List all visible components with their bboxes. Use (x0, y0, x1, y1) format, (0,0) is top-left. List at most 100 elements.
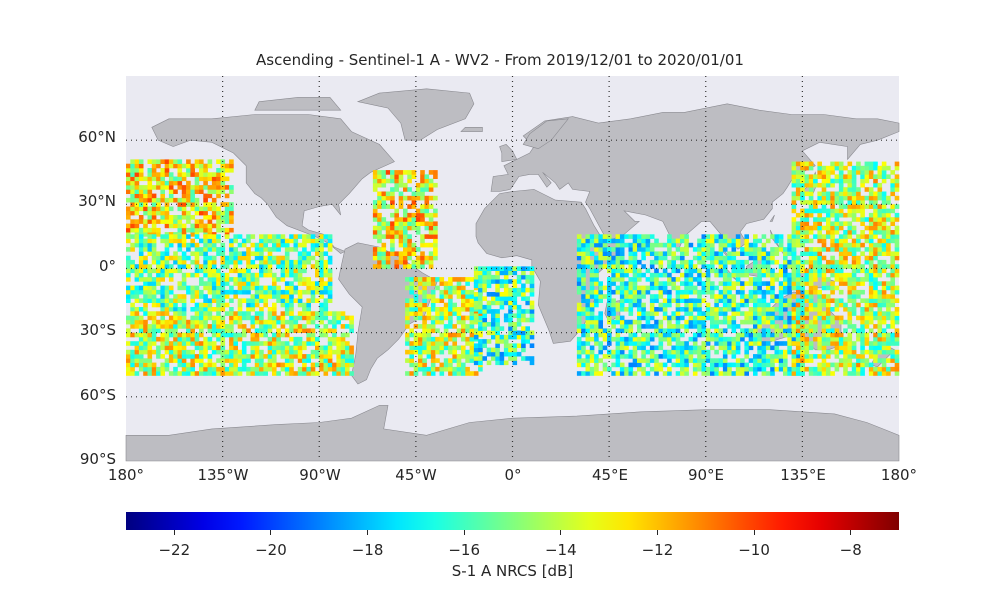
data-cell (873, 311, 878, 316)
data-cell (452, 366, 457, 372)
data-cell (753, 242, 758, 248)
data-cell (160, 234, 165, 239)
data-cell (315, 362, 320, 368)
data-cell (297, 259, 303, 265)
data-cell (632, 336, 638, 342)
data-cell (448, 324, 453, 329)
data-cell (856, 302, 861, 308)
data-cell (486, 339, 492, 344)
data-cell (826, 336, 831, 342)
data-cell (229, 242, 234, 248)
data-cell (680, 366, 685, 372)
data-cell (302, 341, 307, 346)
data-cell (658, 259, 664, 265)
data-cell (381, 234, 387, 239)
data-cell (385, 264, 391, 269)
data-cell (250, 336, 256, 342)
data-cell (804, 234, 810, 239)
data-cell (830, 247, 835, 252)
data-cell (619, 307, 625, 312)
data-cell (808, 161, 814, 167)
data-cell (465, 289, 470, 295)
data-cell (795, 187, 801, 192)
data-cell (254, 345, 260, 351)
data-cell (143, 366, 148, 372)
data-cell (297, 311, 303, 316)
data-cell (398, 251, 404, 256)
data-cell (821, 281, 827, 286)
data-cell (645, 315, 651, 321)
data-cell (525, 334, 530, 340)
data-cell (684, 247, 689, 252)
data-cell (310, 311, 316, 316)
data-cell (420, 187, 425, 192)
data-cell (757, 307, 762, 312)
data-cell (843, 247, 848, 252)
data-cell (834, 315, 840, 321)
data-cell (589, 264, 595, 269)
data-cell (795, 191, 801, 197)
data-cell (860, 178, 865, 184)
data-cell (267, 238, 273, 244)
data-cell (778, 264, 784, 269)
data-cell (177, 311, 183, 316)
data-cell (428, 217, 434, 222)
data-cell (701, 289, 707, 295)
data-cell (847, 230, 853, 235)
data-cell (194, 285, 200, 291)
data-cell (465, 277, 470, 282)
data-cell (390, 221, 395, 226)
data-cell (894, 366, 900, 372)
data-cell (233, 264, 238, 269)
data-cell (372, 204, 378, 209)
data-cell (390, 234, 395, 239)
data-cell (203, 324, 208, 329)
data-cell (735, 371, 741, 376)
data-cell (407, 225, 412, 231)
data-cell (765, 358, 771, 363)
data-cell (628, 242, 634, 248)
data-cell (804, 315, 810, 321)
data-cell (211, 324, 217, 329)
data-cell (377, 247, 382, 252)
data-cell (692, 285, 698, 291)
data-cell (203, 234, 208, 239)
data-cell (394, 170, 399, 175)
data-cell (826, 349, 831, 355)
data-cell (821, 345, 827, 351)
data-cell (250, 324, 256, 329)
data-cell (529, 279, 535, 284)
data-cell (405, 341, 410, 346)
data-cell (856, 170, 861, 175)
lon-label-180e: 180° (880, 466, 918, 484)
data-cell (585, 307, 591, 312)
data-cell (207, 354, 213, 359)
data-cell (813, 324, 818, 329)
data-cell (147, 159, 153, 164)
data-cell (327, 311, 333, 316)
data-cell (345, 358, 350, 363)
data-cell (147, 311, 153, 316)
data-cell (671, 324, 676, 329)
data-cell (289, 311, 294, 316)
data-cell (697, 255, 702, 261)
data-cell (199, 281, 204, 286)
data-cell (886, 341, 891, 346)
data-cell (207, 302, 213, 308)
data-cell (297, 302, 303, 308)
data-cell (186, 349, 191, 355)
data-cell (735, 289, 741, 295)
data-cell (151, 247, 157, 252)
data-cell (718, 336, 724, 342)
data-cell (418, 362, 423, 368)
data-cell (190, 197, 195, 203)
data-cell (177, 285, 183, 291)
data-cell (138, 349, 144, 355)
data-cell (675, 277, 681, 282)
data-cell (390, 204, 395, 209)
data-cell (886, 281, 891, 286)
data-cell (428, 251, 434, 256)
data-cell (280, 242, 286, 248)
data-cell (237, 311, 243, 316)
data-cell (156, 159, 161, 164)
